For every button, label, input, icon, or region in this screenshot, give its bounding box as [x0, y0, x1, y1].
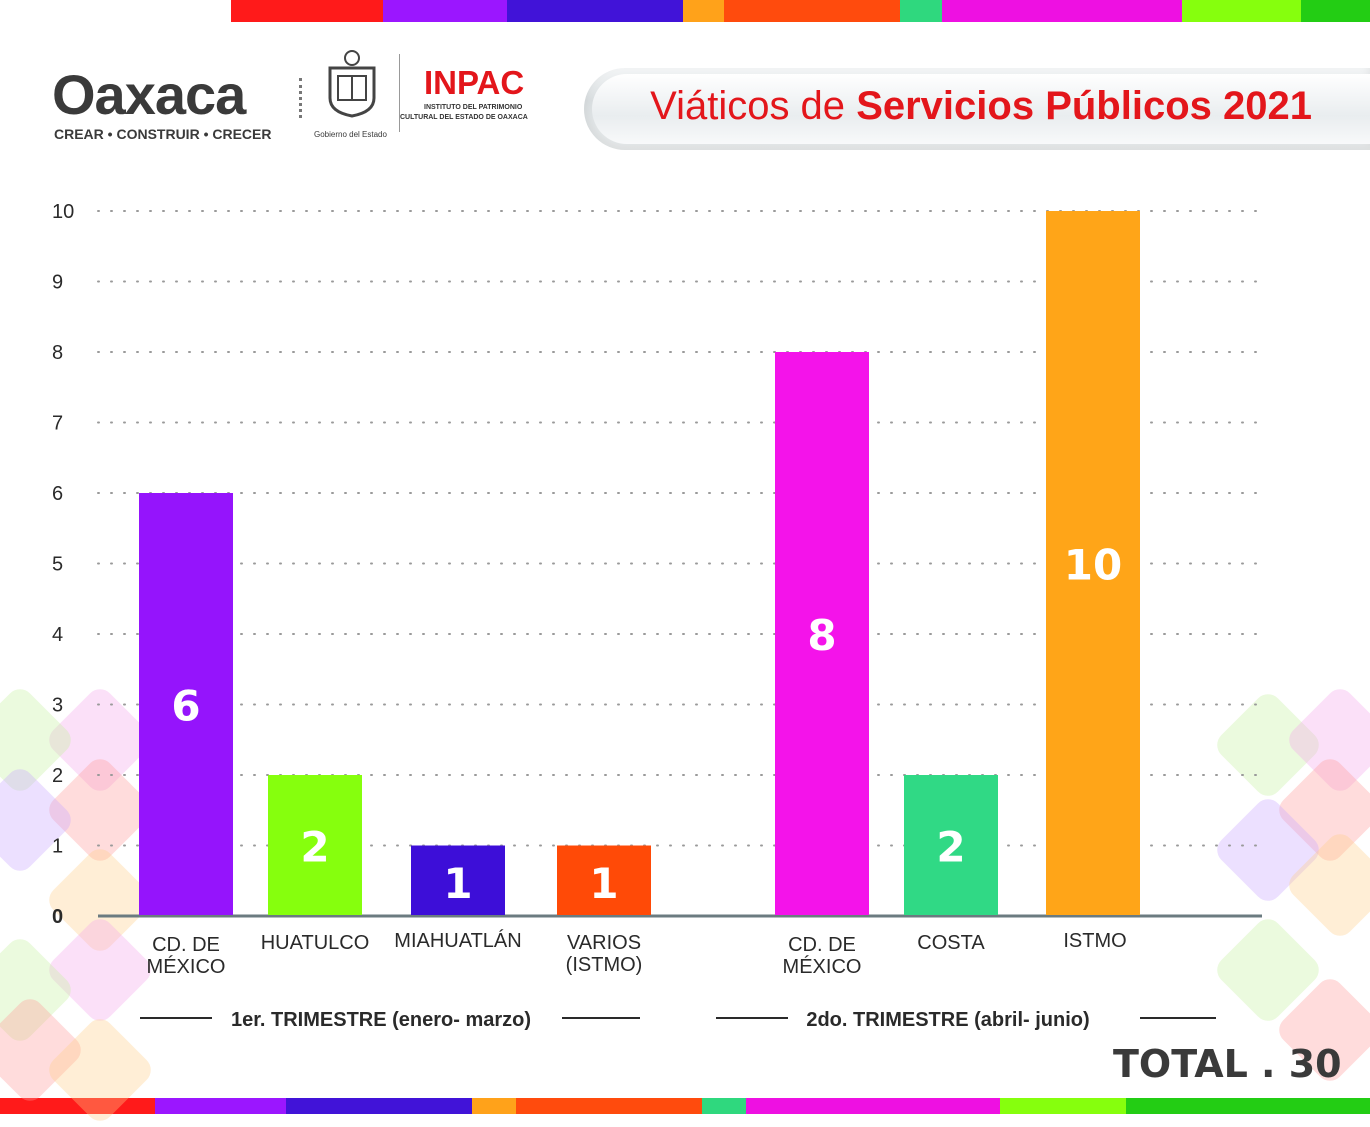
group-label: 1er. TRIMESTRE (enero- marzo): [231, 1009, 531, 1031]
government-label: Gobierno del Estado: [314, 130, 387, 139]
title-banner: Viáticos de Servicios Públicos 2021: [584, 68, 1370, 150]
bar-value-label: 6: [171, 682, 200, 731]
bar: [557, 845, 651, 915]
bar-value-label: 2: [300, 823, 329, 872]
logo-separator: [299, 78, 306, 118]
category-label: HUATULCO: [261, 932, 370, 954]
bar: [1046, 211, 1140, 915]
category-label: VARIOS (ISTMO): [566, 932, 643, 976]
bar: [139, 493, 233, 915]
bar: [775, 352, 869, 915]
inpac-logo: INPAC: [424, 64, 525, 101]
bottom-color-stripe: [0, 1098, 1370, 1114]
y-tick-label: 5: [52, 554, 63, 576]
category-label: CD. DE MÉXICO: [783, 934, 862, 978]
total-label: TOTAL . 30: [1113, 1042, 1342, 1086]
logo-area: Oaxaca CREAR • CONSTRUIR • CRECER Gobier…: [52, 48, 572, 148]
category-label: ISTMO: [1063, 930, 1126, 952]
bar-value-label: 1: [589, 859, 618, 908]
bar-value-label: 2: [936, 823, 965, 872]
bar-value-label: 8: [807, 611, 836, 660]
oaxaca-tagline: CREAR • CONSTRUIR • CRECER: [54, 126, 272, 142]
category-label: COSTA: [917, 932, 985, 954]
bar-value-label: 10: [1064, 541, 1122, 590]
top-color-stripe: [231, 0, 1370, 22]
y-tick-label: 0: [52, 906, 63, 928]
logo-divider: [399, 54, 400, 132]
category-label: CD. DE MÉXICO: [147, 934, 226, 978]
inpac-subtitle-line1: INSTITUTO DEL PATRIMONIO: [424, 104, 523, 111]
y-tick-label: 8: [52, 342, 63, 364]
group-label: 2do. TRIMESTRE (abril- junio): [806, 1009, 1089, 1031]
bar: [411, 845, 505, 915]
bar-value-label: 1: [443, 859, 472, 908]
bar: [268, 775, 362, 915]
inpac-subtitle-line2: CULTURAL DEL ESTADO DE OAXACA: [400, 114, 528, 121]
y-tick-label: 6: [52, 483, 63, 505]
oaxaca-logo: Oaxaca: [52, 63, 246, 126]
bar: [904, 775, 998, 915]
y-tick-label: 9: [52, 272, 63, 294]
title-prefix: Viáticos de: [650, 84, 846, 128]
title-bold: Servicios Públicos 2021: [856, 84, 1312, 128]
y-tick-label: 4: [52, 624, 63, 646]
category-label: MIAHUATLÁN: [394, 929, 521, 952]
y-tick-label: 10: [52, 201, 74, 223]
y-tick-label: 3: [52, 695, 63, 717]
page-title: Viáticos de Servicios Públicos 2021: [650, 84, 1312, 129]
y-tick-label: 1: [52, 836, 63, 858]
state-seal-icon: [328, 50, 376, 118]
y-tick-label: 2: [52, 765, 63, 787]
y-tick-label: 7: [52, 413, 63, 435]
